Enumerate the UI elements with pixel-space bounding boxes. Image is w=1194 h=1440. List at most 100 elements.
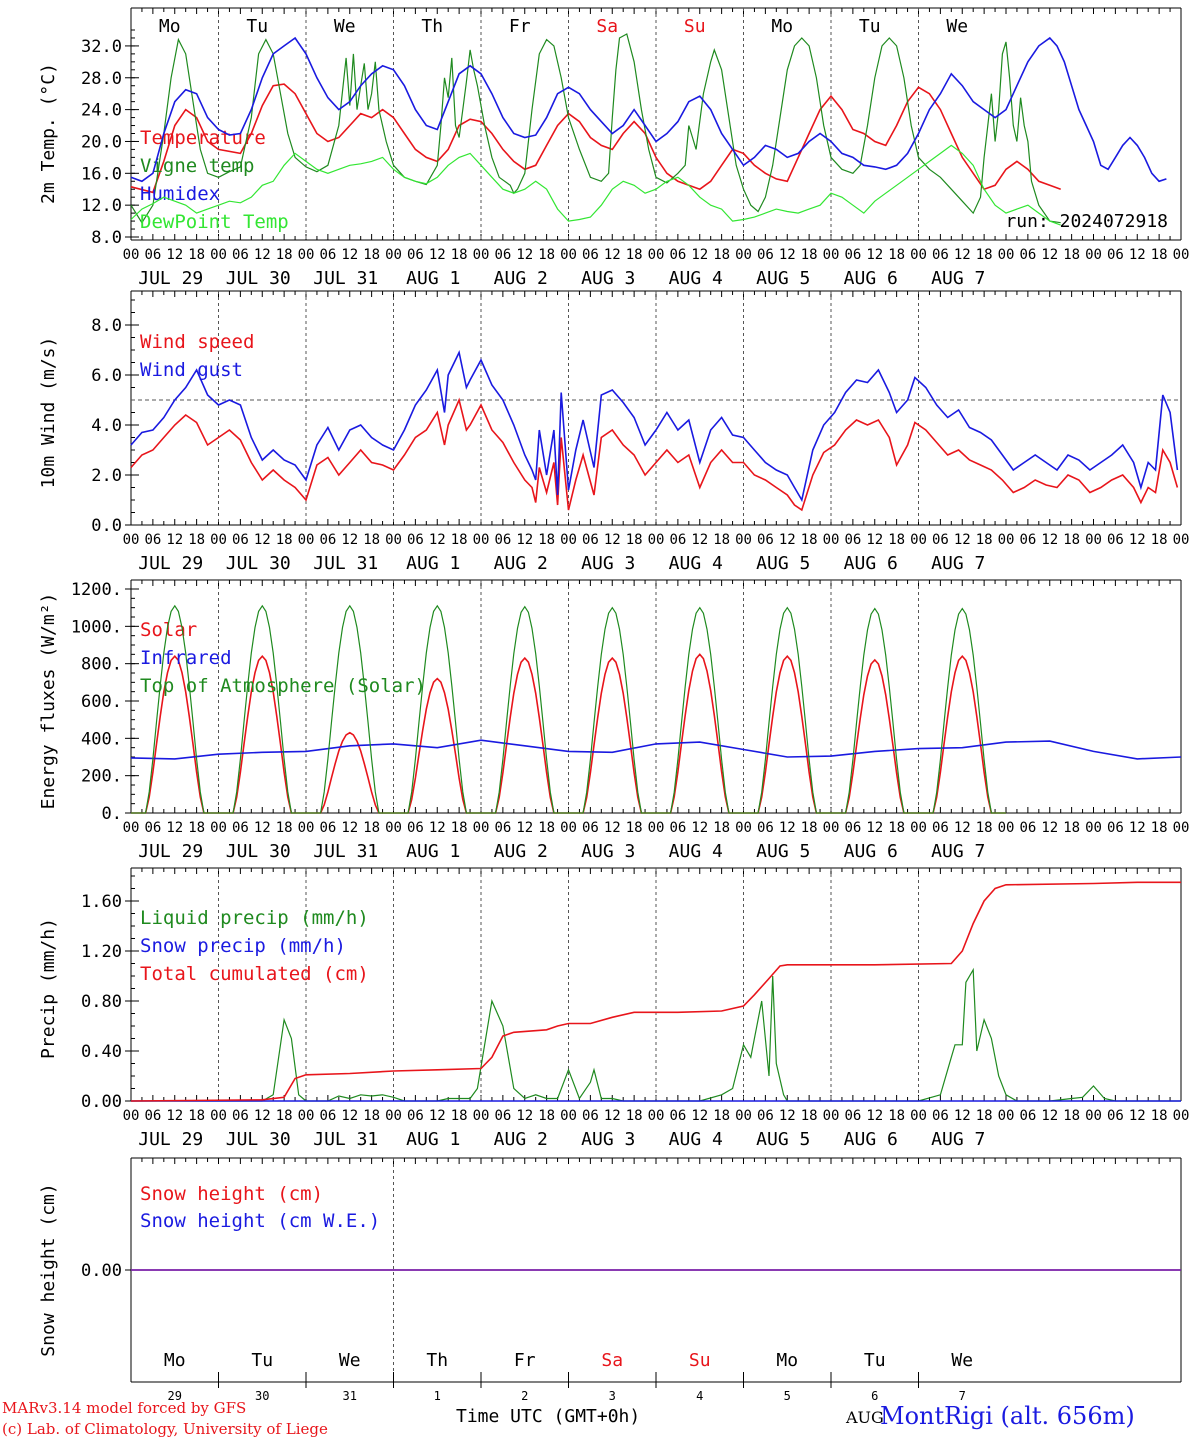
date-label: JUL 31 <box>313 268 378 289</box>
date-label: AUG 2 <box>494 1129 548 1150</box>
hour-tick-label: 06 <box>669 247 686 263</box>
weekday-label: Th <box>426 1350 448 1371</box>
hour-tick-label: 12 <box>516 820 533 836</box>
hour-tick-label: 06 <box>1019 820 1036 836</box>
hour-tick-label: 12 <box>691 247 708 263</box>
y-tick-label: 400. <box>81 729 122 749</box>
y-tick-label: 8.0 <box>91 228 122 248</box>
hour-tick-label: 18 <box>451 532 468 548</box>
weekday-label: Su <box>684 16 706 37</box>
hour-tick-label: 06 <box>407 820 424 836</box>
hour-tick-label: 06 <box>319 532 336 548</box>
y-axis-label: Snow height (cm) <box>38 1183 59 1356</box>
date-label: JUL 30 <box>226 841 291 862</box>
hour-tick-label: 06 <box>1107 820 1124 836</box>
hour-tick-label: 18 <box>538 247 555 263</box>
date-label: AUG 5 <box>756 268 810 289</box>
hour-tick-label: 18 <box>976 247 993 263</box>
hour-tick-label: 06 <box>319 247 336 263</box>
hour-tick-label: 06 <box>757 1108 774 1124</box>
date-label: AUG 5 <box>756 1129 810 1150</box>
legend-entry: DewPoint Temp <box>140 211 289 233</box>
y-tick-label: 32.0 <box>81 37 122 57</box>
model-credit: MARv3.14 model forced by GFS <box>2 1399 247 1417</box>
hour-tick-label: 12 <box>341 532 358 548</box>
hour-tick-label: 12 <box>254 820 271 836</box>
day-number-label: 7 <box>959 1389 966 1403</box>
hour-tick-label: 00 <box>998 532 1015 548</box>
hour-tick-label: 06 <box>844 820 861 836</box>
y-axis-label: Precip (mm/h) <box>38 918 59 1059</box>
hour-tick-label: 18 <box>363 247 380 263</box>
hour-tick-label: 00 <box>823 247 840 263</box>
date-label: AUG 4 <box>669 1129 723 1150</box>
weekday-label: Fr <box>509 16 531 37</box>
hour-tick-label: 06 <box>757 247 774 263</box>
series-line-infrared <box>130 739 1182 760</box>
hour-tick-label: 18 <box>538 532 555 548</box>
hour-tick-label: 12 <box>341 247 358 263</box>
hour-tick-label: 06 <box>494 247 511 263</box>
hour-tick-label: 12 <box>254 1108 271 1124</box>
hour-tick-label: 00 <box>560 247 577 263</box>
day-number-label: 3 <box>609 1389 616 1403</box>
hour-tick-label: 06 <box>144 820 161 836</box>
series-line-wind-gust <box>130 350 1179 503</box>
hour-tick-label: 12 <box>1129 247 1146 263</box>
date-label: AUG 1 <box>406 841 460 862</box>
date-label: AUG 3 <box>581 1129 635 1150</box>
hour-tick-label: 12 <box>166 1108 183 1124</box>
date-label: JUL 29 <box>138 1129 203 1150</box>
hour-tick-label: 12 <box>691 532 708 548</box>
day-number-label: 30 <box>255 1389 269 1403</box>
day-number-label: 29 <box>168 1389 182 1403</box>
hour-tick-label: 12 <box>866 820 883 836</box>
date-label: JUL 31 <box>313 1129 378 1150</box>
hour-tick-label: 12 <box>604 247 621 263</box>
hour-tick-label: 18 <box>1151 247 1168 263</box>
hour-tick-label: 12 <box>954 820 971 836</box>
weekday-label: Mo <box>159 16 181 37</box>
hour-tick-label: 06 <box>494 532 511 548</box>
hour-tick-label: 18 <box>1063 247 1080 263</box>
hour-tick-label: 00 <box>910 247 927 263</box>
hour-tick-label: 18 <box>888 1108 905 1124</box>
y-axis-label: Energy fluxes (W/m²) <box>38 593 59 810</box>
hour-tick-label: 18 <box>626 532 643 548</box>
hour-tick-label: 00 <box>560 820 577 836</box>
y-tick-label: 0. <box>102 804 122 824</box>
hour-tick-label: 00 <box>648 247 665 263</box>
hour-tick-label: 06 <box>144 247 161 263</box>
hour-tick-label: 00 <box>123 1108 140 1124</box>
y-axis-label: 2m Temp. (°C) <box>38 63 59 204</box>
hour-tick-label: 18 <box>276 1108 293 1124</box>
y-tick-label: 0.0 <box>91 516 122 536</box>
hour-tick-label: 00 <box>210 820 227 836</box>
hour-tick-label: 18 <box>276 820 293 836</box>
series-line-temperature <box>130 83 1061 194</box>
hour-tick-label: 06 <box>932 820 949 836</box>
hour-tick-label: 00 <box>1173 820 1190 836</box>
series-line-humidex <box>130 36 1167 183</box>
legend-entry: Top of Atmosphere (Solar) <box>140 675 426 697</box>
hour-tick-label: 18 <box>276 247 293 263</box>
hour-tick-label: 00 <box>473 532 490 548</box>
hour-tick-label: 00 <box>735 532 752 548</box>
hour-tick-label: 12 <box>954 532 971 548</box>
hour-tick-label: 12 <box>429 1108 446 1124</box>
hour-tick-label: 12 <box>604 532 621 548</box>
hour-tick-label: 18 <box>976 532 993 548</box>
hour-tick-label: 18 <box>188 247 205 263</box>
day-number-label: 4 <box>696 1389 703 1403</box>
day-number-label: 5 <box>784 1389 791 1403</box>
y-tick-label: 6.0 <box>91 366 122 386</box>
date-label: AUG 1 <box>406 1129 460 1150</box>
hour-tick-label: 12 <box>1041 1108 1058 1124</box>
date-label: JUL 31 <box>313 841 378 862</box>
legend-entry: Total cumulated (cm) <box>140 963 369 985</box>
hour-tick-label: 00 <box>823 532 840 548</box>
date-label: AUG 6 <box>844 841 898 862</box>
hour-tick-label: 00 <box>1085 1108 1102 1124</box>
series-line-dewpoint-temp <box>130 144 1061 226</box>
